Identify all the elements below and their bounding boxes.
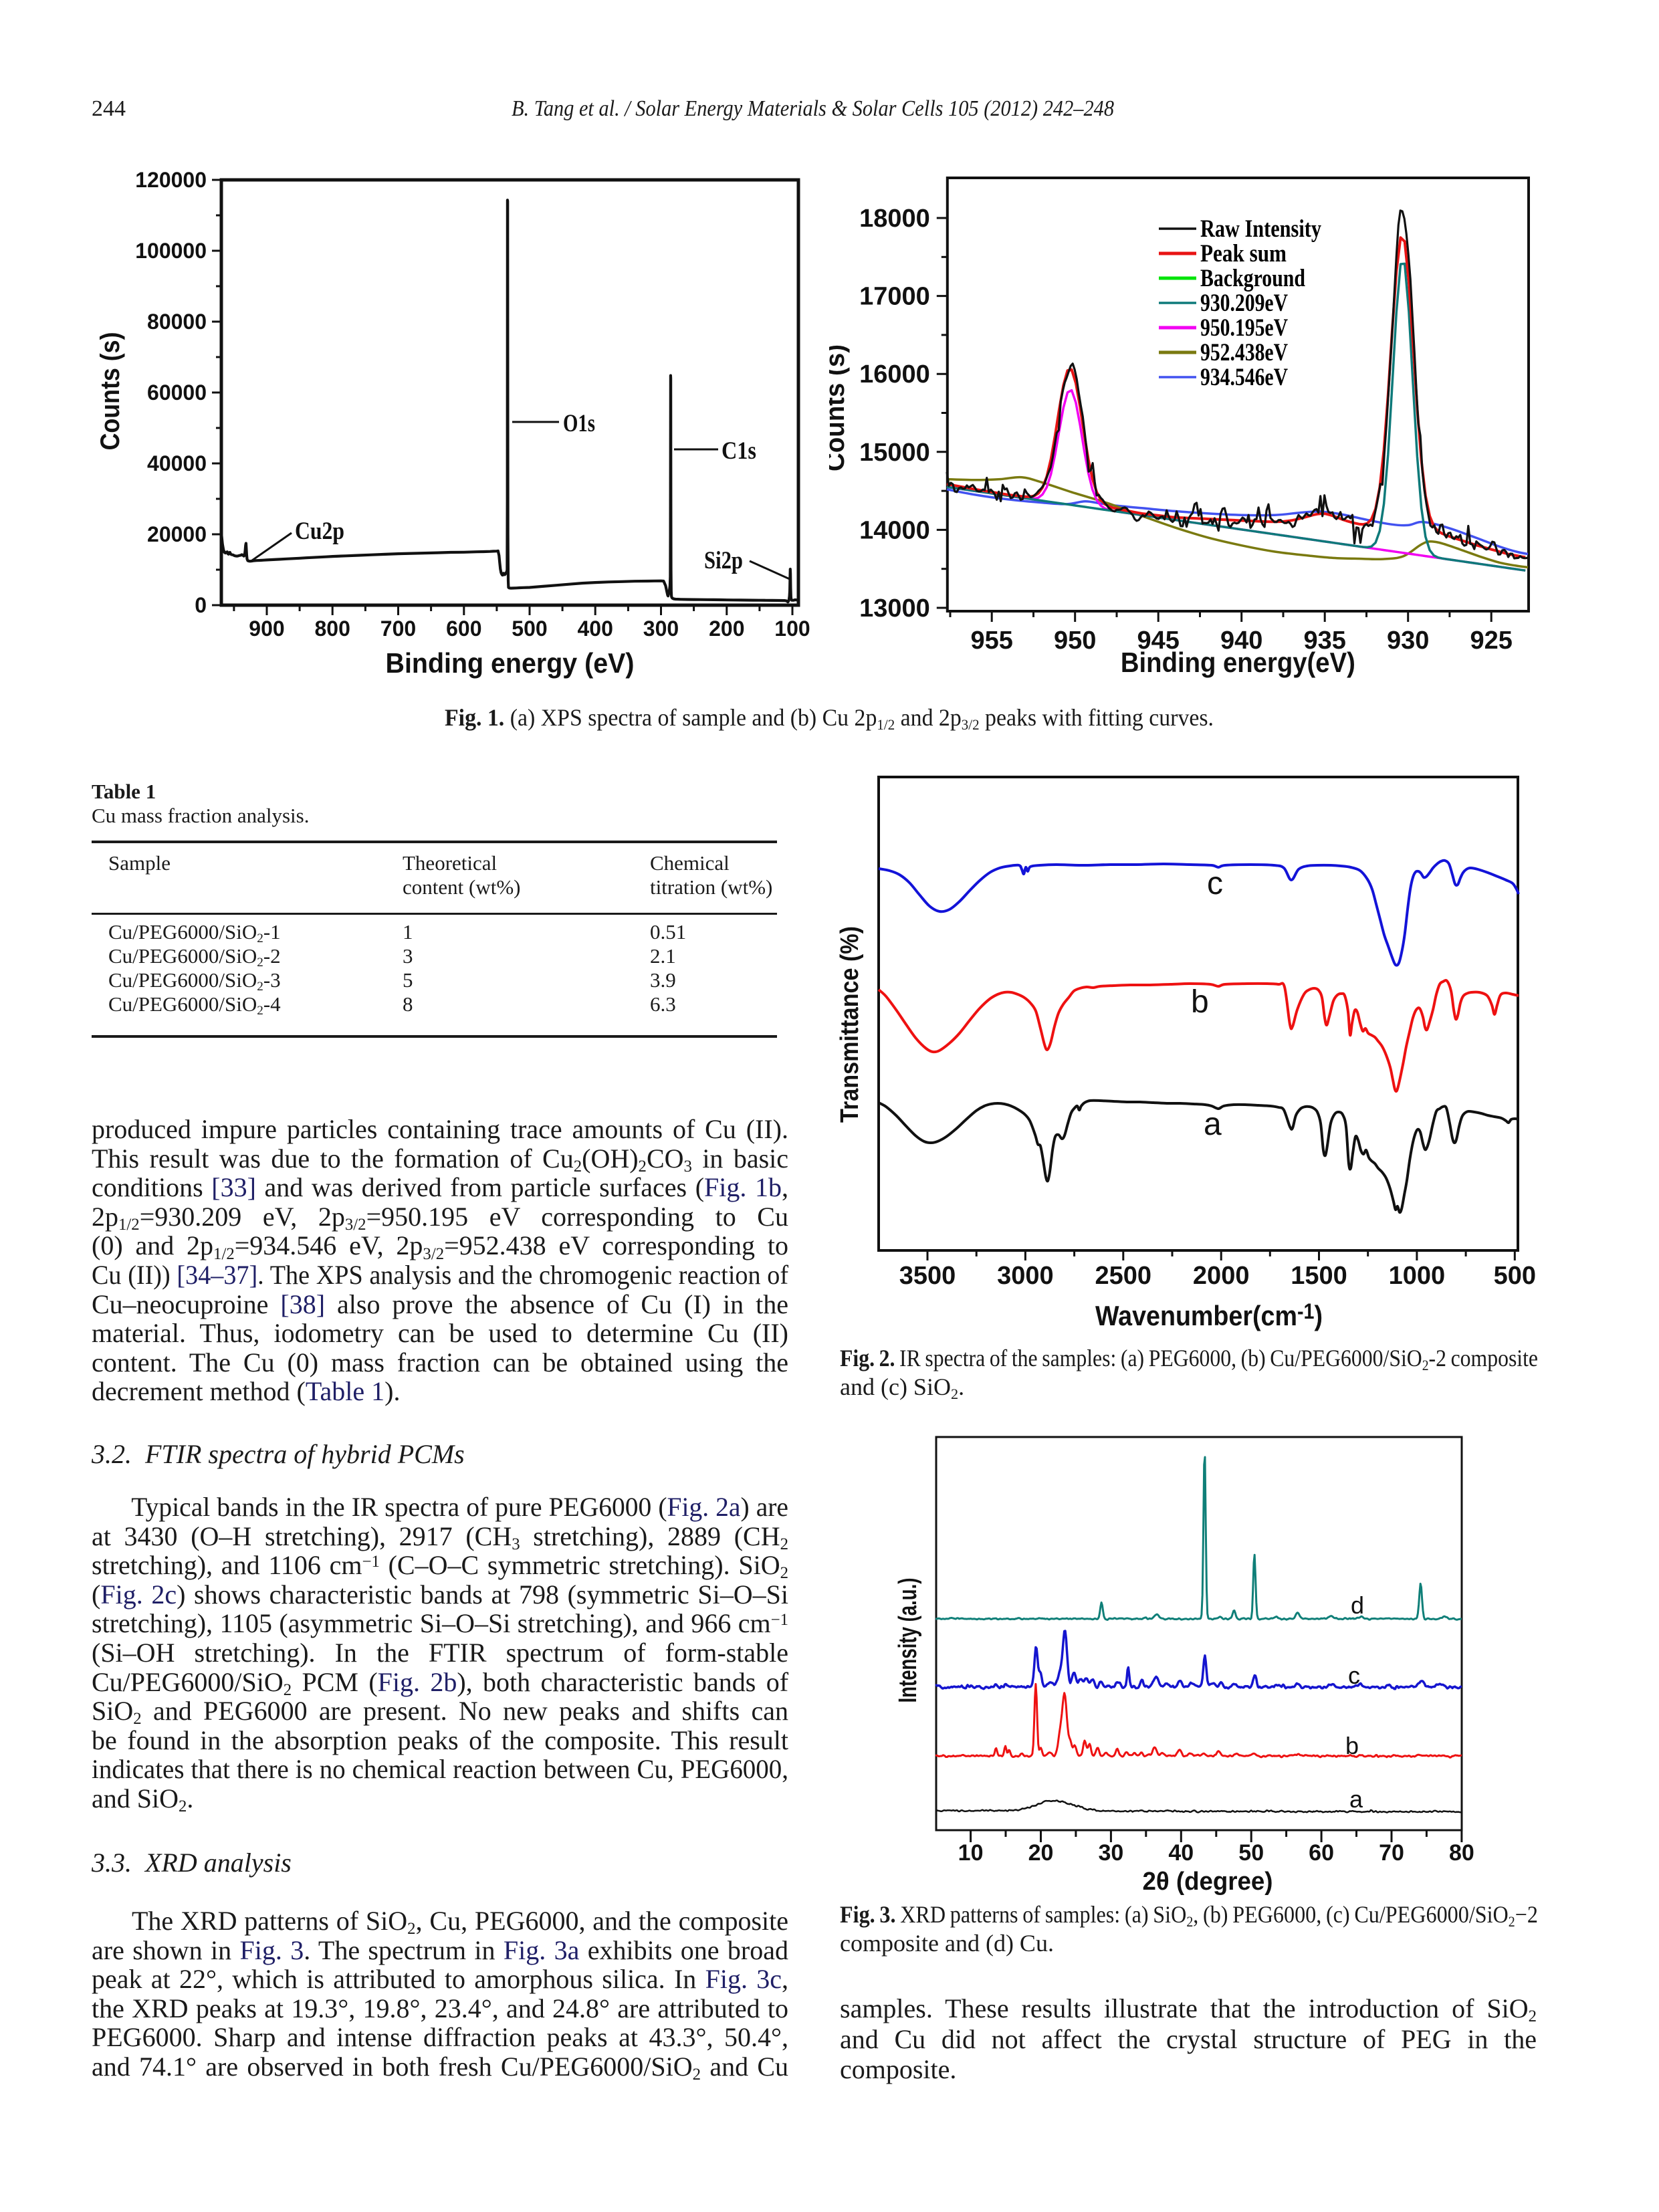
svg-text:935: 935 — [1303, 627, 1345, 655]
svg-text:c: c — [1207, 866, 1223, 901]
svg-text:Peak sum: Peak sum — [1200, 240, 1287, 267]
svg-text:30: 30 — [1098, 1840, 1123, 1866]
svg-text:900: 900 — [249, 617, 284, 641]
svg-text:Transmittance (%): Transmittance (%) — [836, 926, 864, 1123]
svg-text:500: 500 — [1494, 1262, 1536, 1290]
svg-text:600: 600 — [446, 617, 481, 641]
svg-text:Wavenumber(cm-1): Wavenumber(cm-1) — [1095, 1299, 1323, 1331]
svg-text:700: 700 — [380, 617, 416, 641]
svg-text:60000: 60000 — [147, 380, 207, 405]
svg-text:16000: 16000 — [859, 360, 930, 389]
svg-text:3000: 3000 — [997, 1262, 1054, 1290]
svg-text:20000: 20000 — [147, 522, 207, 546]
svg-text:940: 940 — [1220, 627, 1262, 655]
svg-text:3500: 3500 — [899, 1262, 956, 1290]
svg-text:952.438eV: 952.438eV — [1200, 339, 1288, 366]
svg-text:13000: 13000 — [859, 594, 930, 623]
svg-text:20: 20 — [1028, 1840, 1054, 1866]
svg-text:70: 70 — [1379, 1840, 1404, 1866]
svg-text:Background: Background — [1200, 265, 1305, 292]
svg-text:17000: 17000 — [859, 283, 930, 311]
svg-text:100: 100 — [774, 617, 810, 641]
svg-text:100000: 100000 — [135, 239, 207, 263]
svg-text:400: 400 — [578, 617, 613, 641]
svg-text:80: 80 — [1449, 1840, 1474, 1866]
svg-text:300: 300 — [643, 617, 679, 641]
svg-text:1500: 1500 — [1291, 1262, 1347, 1290]
svg-text:925: 925 — [1470, 627, 1512, 655]
svg-text:1000: 1000 — [1389, 1262, 1446, 1290]
svg-text:b: b — [1191, 984, 1209, 1020]
svg-text:18000: 18000 — [859, 205, 930, 233]
svg-text:Si2p: Si2p — [704, 547, 743, 574]
svg-text:955: 955 — [970, 627, 1012, 655]
svg-text:Binding energy (eV): Binding energy (eV) — [386, 647, 635, 679]
svg-text:2θ (degree): 2θ (degree) — [1143, 1868, 1273, 1896]
svg-text:934.546eV: 934.546eV — [1200, 364, 1288, 391]
svg-text:Intensity (a.u.): Intensity (a.u.) — [894, 1578, 922, 1703]
svg-text:2500: 2500 — [1095, 1262, 1152, 1290]
svg-text:40: 40 — [1168, 1840, 1194, 1866]
svg-text:a: a — [1204, 1107, 1222, 1142]
svg-text:40000: 40000 — [147, 451, 207, 475]
svg-text:60: 60 — [1309, 1840, 1334, 1866]
svg-text:800: 800 — [315, 617, 350, 641]
svg-text:80000: 80000 — [147, 310, 207, 334]
svg-text:a: a — [1349, 1785, 1363, 1813]
svg-text:930.209eV: 930.209eV — [1200, 290, 1288, 317]
svg-text:2000: 2000 — [1193, 1262, 1250, 1290]
svg-text:Binding energy(eV): Binding energy(eV) — [1121, 647, 1355, 678]
svg-text:O1s: O1s — [563, 410, 595, 437]
svg-text:Cu2p: Cu2p — [295, 518, 344, 545]
svg-text:50: 50 — [1238, 1840, 1264, 1866]
svg-text:15000: 15000 — [859, 439, 930, 467]
svg-text:14000: 14000 — [859, 516, 930, 544]
svg-text:120000: 120000 — [135, 168, 207, 192]
svg-text:950: 950 — [1054, 627, 1096, 655]
svg-text:950.195eV: 950.195eV — [1200, 314, 1288, 342]
svg-text:0: 0 — [195, 593, 207, 617]
svg-text:d: d — [1351, 1591, 1364, 1619]
svg-text:945: 945 — [1137, 627, 1179, 655]
svg-text:930: 930 — [1387, 627, 1429, 655]
svg-text:10: 10 — [958, 1840, 984, 1866]
svg-text:C1s: C1s — [722, 437, 756, 465]
svg-text:Counts (s): Counts (s) — [829, 344, 850, 471]
svg-text:500: 500 — [512, 617, 547, 641]
svg-text:Raw Intensity: Raw Intensity — [1200, 215, 1321, 243]
svg-text:Counts (s): Counts (s) — [96, 332, 125, 451]
svg-text:200: 200 — [709, 617, 744, 641]
svg-text:b: b — [1345, 1732, 1359, 1759]
svg-text:c: c — [1348, 1662, 1360, 1689]
